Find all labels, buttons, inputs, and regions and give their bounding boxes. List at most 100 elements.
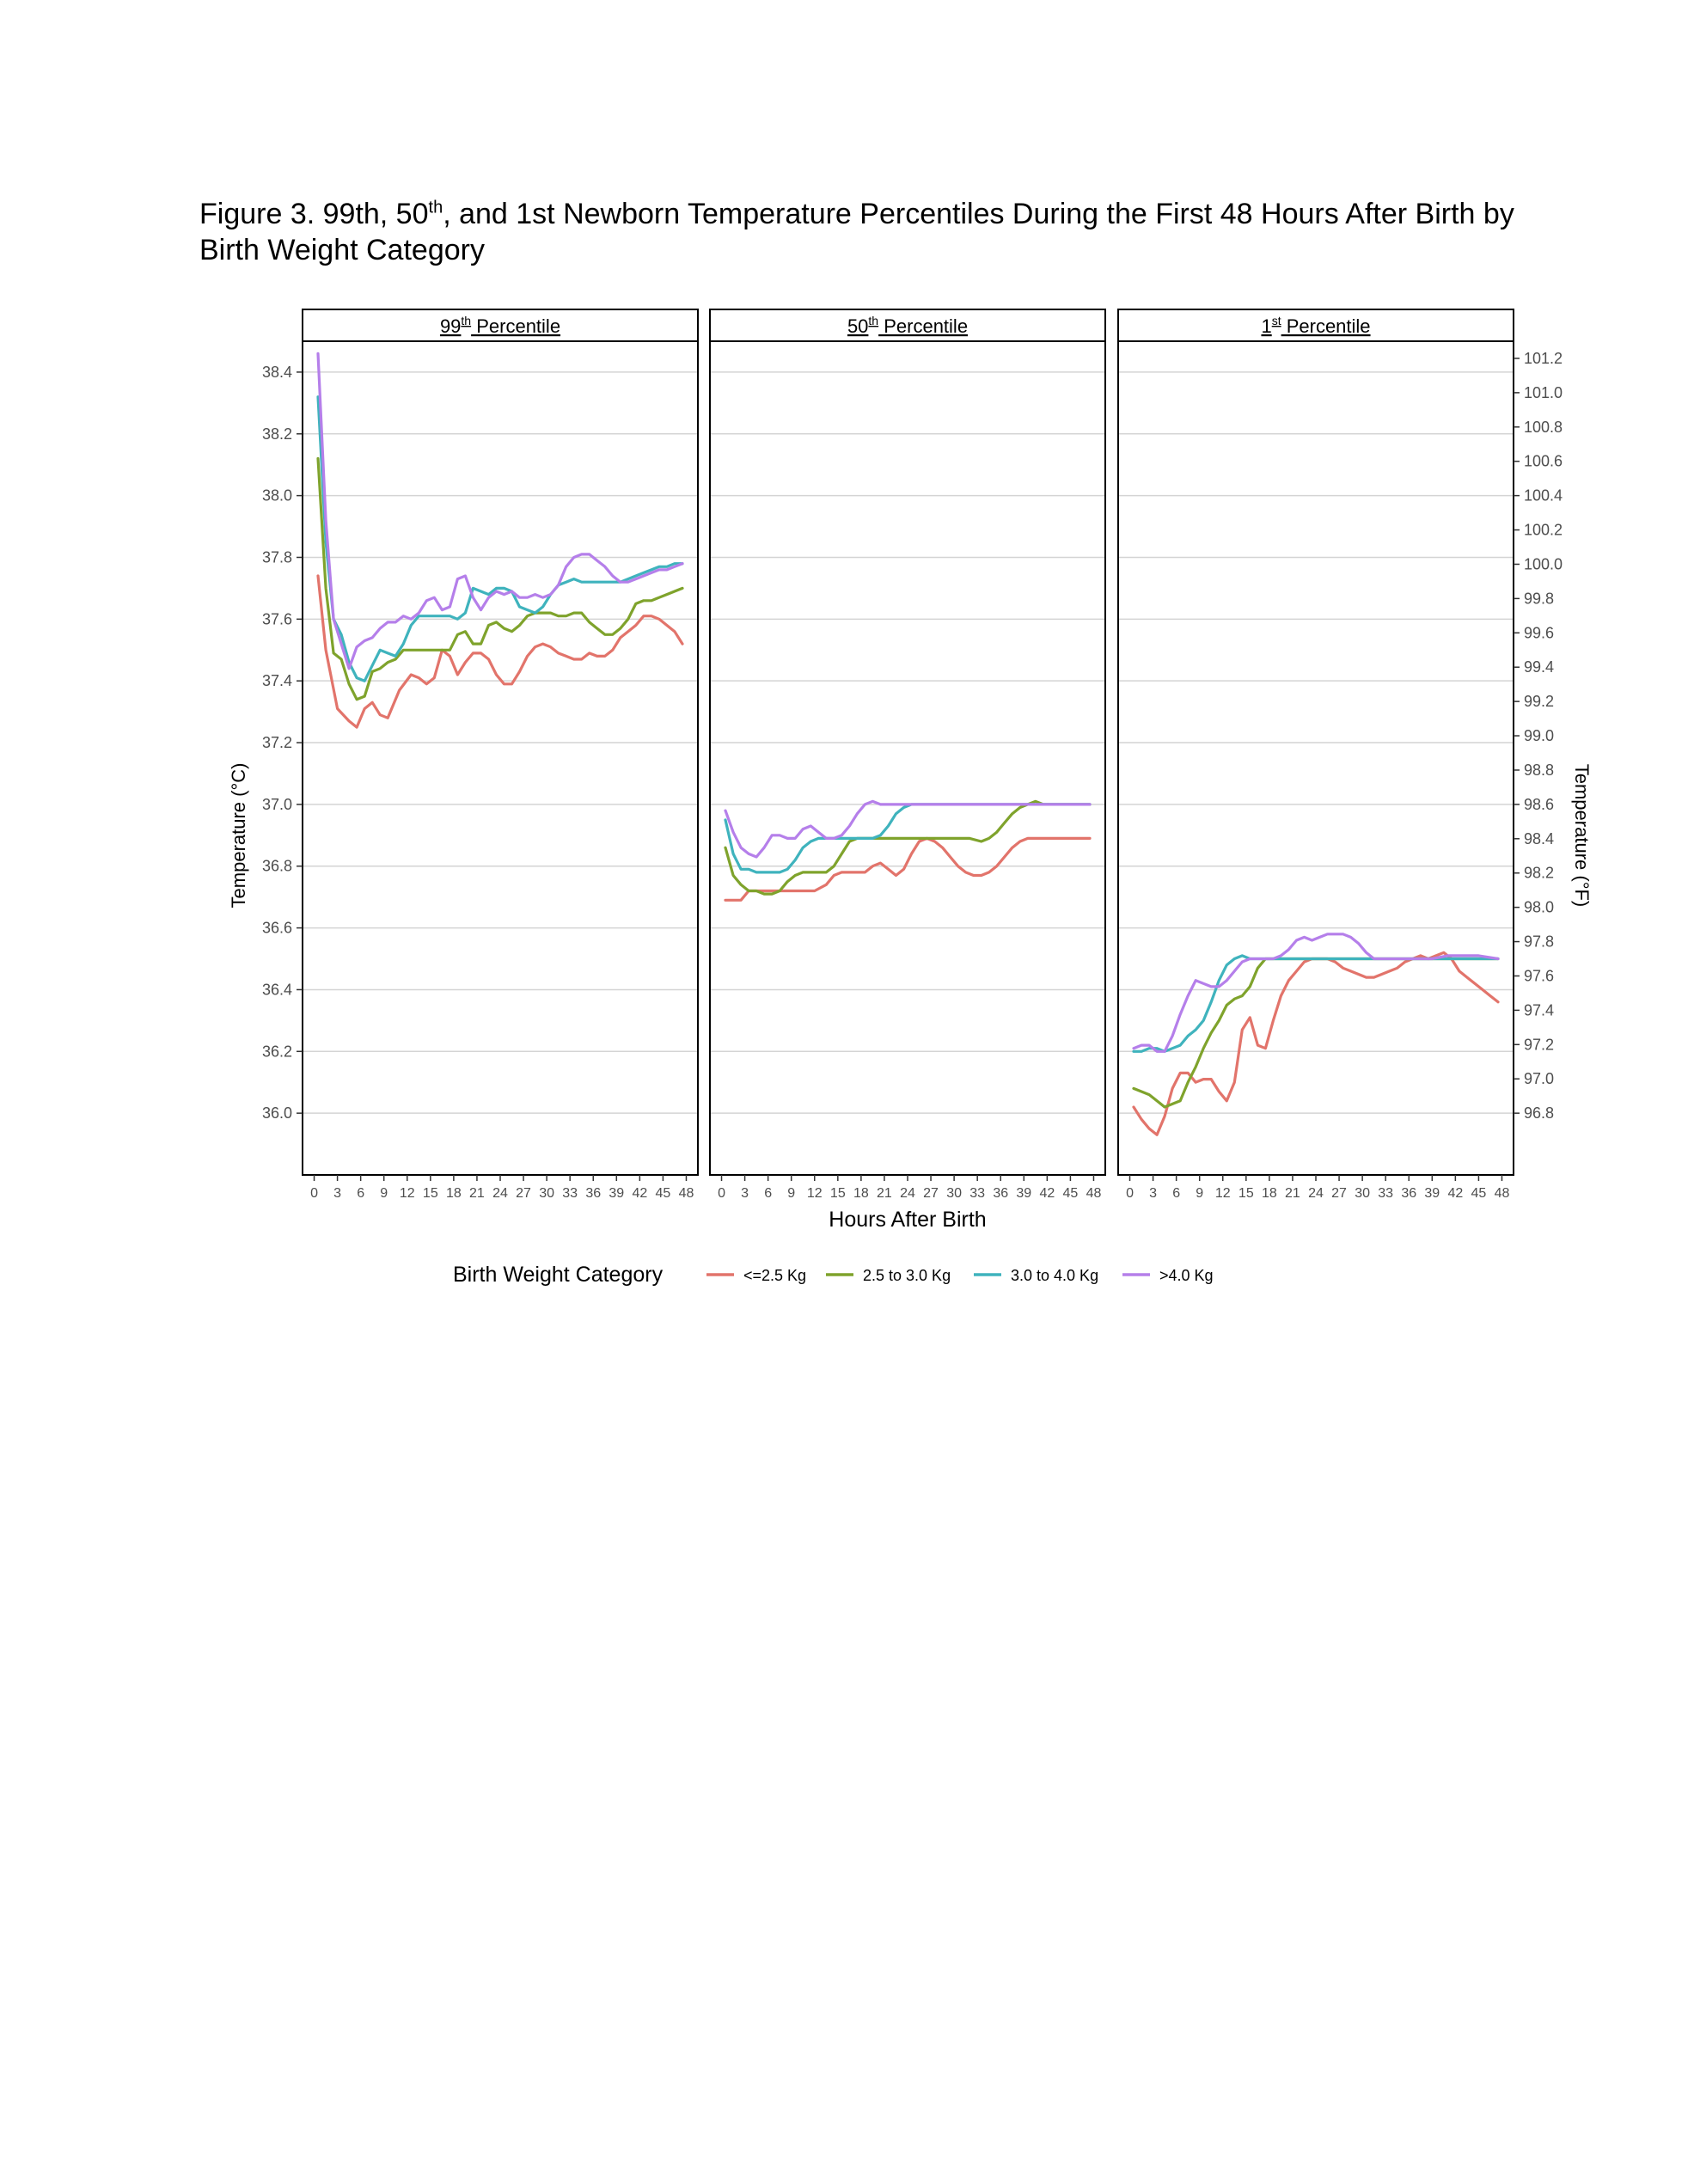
x-tick-label: 45 (1063, 1186, 1079, 1201)
x-tick-label: 45 (1471, 1186, 1487, 1201)
series-line (316, 574, 684, 729)
y-axis-title-right: Temperature (°F) (1571, 764, 1593, 908)
panel-strip (1117, 309, 1514, 342)
y-tick-label-f: 98.4 (1524, 830, 1554, 847)
caption-text: Figure 3. 99th, 50 (199, 198, 429, 230)
x-tick-label: 6 (1172, 1186, 1180, 1201)
x-tick-label: 36 (1401, 1186, 1416, 1201)
legend-label: 2.5 to 3.0 Kg (863, 1267, 951, 1284)
x-tick-label: 21 (877, 1186, 892, 1201)
y-tick-label-f: 98.8 (1524, 762, 1554, 779)
x-tick-label: 39 (1016, 1186, 1031, 1201)
x-tick-label: 15 (423, 1186, 438, 1201)
x-tick-label: 42 (632, 1186, 647, 1201)
x-tick-label: 36 (993, 1186, 1008, 1201)
y-tick-label-f: 100.6 (1524, 453, 1563, 470)
x-tick-label: 18 (1262, 1186, 1277, 1201)
y-tick-label-f: 97.2 (1524, 1036, 1554, 1053)
x-tick-label: 6 (764, 1186, 772, 1201)
x-tick-label: 12 (400, 1186, 415, 1201)
x-tick-label: 18 (446, 1186, 462, 1201)
x-tick-label: 24 (1308, 1186, 1324, 1201)
x-tick-label: 15 (830, 1186, 846, 1201)
x-tick-label: 42 (1039, 1186, 1055, 1201)
x-tick-label: 21 (1285, 1186, 1300, 1201)
series-line (1132, 951, 1500, 1136)
y-tick-label-c: 36.0 (262, 1104, 292, 1122)
x-tick-label: 3 (1149, 1186, 1157, 1201)
y-tick-label-f: 97.8 (1524, 933, 1554, 951)
y-tick-label-c: 38.0 (262, 487, 292, 505)
y-tick-label-f: 101.0 (1524, 384, 1563, 401)
panel-border (302, 340, 699, 1176)
series-line (724, 836, 1092, 902)
x-tick-label: 12 (1215, 1186, 1231, 1201)
x-tick-label: 21 (469, 1186, 485, 1201)
y-tick-label-c: 37.6 (262, 610, 292, 627)
y-tick-label-c: 36.4 (262, 981, 292, 998)
x-tick-label: 15 (1238, 1186, 1254, 1201)
x-tick-label: 9 (787, 1186, 795, 1201)
strip-label: 50th Percentile (847, 314, 968, 337)
y-tick-label-c: 38.4 (262, 364, 292, 381)
x-tick-label: 48 (679, 1186, 694, 1201)
y-tick-label-f: 100.0 (1524, 555, 1563, 572)
x-tick-label: 27 (923, 1186, 939, 1201)
x-tick-label: 45 (656, 1186, 671, 1201)
caption-superscript: th (428, 198, 443, 217)
y-tick-label-c: 37.0 (262, 796, 292, 813)
y-tick-label-f: 98.6 (1524, 796, 1554, 813)
series-line (724, 799, 1092, 896)
strip-label: 99th Percentile (440, 314, 560, 337)
caption-text: , and 1st Newborn Temperature Percentile… (199, 198, 1514, 266)
figure-caption: Figure 3. 99th, 50th, and 1st Newborn Te… (199, 196, 1540, 268)
series-line (316, 352, 684, 670)
y-tick-label-f: 97.6 (1524, 967, 1554, 984)
y-tick-label-f: 99.2 (1524, 693, 1554, 710)
y-tick-label-c: 36.8 (262, 858, 292, 875)
y-tick-label-f: 98.0 (1524, 899, 1554, 916)
x-tick-label: 39 (1424, 1186, 1440, 1201)
x-tick-label: 36 (585, 1186, 601, 1201)
y-tick-label-f: 100.2 (1524, 522, 1563, 539)
x-tick-label: 33 (562, 1186, 578, 1201)
x-tick-label: 30 (1355, 1186, 1370, 1201)
y-tick-label-f: 97.0 (1524, 1070, 1554, 1087)
x-tick-label: 27 (1331, 1186, 1347, 1201)
x-tick-label: 33 (1378, 1186, 1393, 1201)
x-tick-label: 9 (1196, 1186, 1203, 1201)
y-tick-label-f: 99.0 (1524, 727, 1554, 744)
x-tick-label: 30 (539, 1186, 554, 1201)
legend-label: >4.0 Kg (1159, 1267, 1214, 1284)
x-tick-label: 3 (741, 1186, 749, 1201)
x-tick-label: 33 (969, 1186, 985, 1201)
panel-strip (302, 309, 699, 342)
legend-label: 3.0 to 4.0 Kg (1011, 1267, 1098, 1284)
y-tick-label-c: 36.6 (262, 920, 292, 937)
x-tick-label: 39 (609, 1186, 624, 1201)
legend-title: Birth Weight Category (453, 1263, 664, 1287)
y-tick-label-c: 37.4 (262, 672, 292, 689)
y-tick-label-f: 99.6 (1524, 624, 1554, 641)
x-tick-label: 48 (1495, 1186, 1510, 1201)
x-axis-title: Hours After Birth (829, 1208, 986, 1232)
series-line (1132, 954, 1500, 1053)
x-tick-label: 3 (333, 1186, 341, 1201)
y-tick-label-f: 99.8 (1524, 590, 1554, 607)
y-tick-label-c: 38.2 (262, 425, 292, 443)
x-tick-label: 6 (357, 1186, 364, 1201)
y-tick-label-f: 97.4 (1524, 1001, 1554, 1019)
y-tick-label-f: 99.4 (1524, 658, 1554, 676)
series-line (316, 456, 684, 701)
y-tick-label-f: 100.4 (1524, 487, 1563, 505)
x-tick-label: 30 (946, 1186, 962, 1201)
x-tick-label: 42 (1447, 1186, 1463, 1201)
x-tick-label: 12 (807, 1186, 823, 1201)
x-tick-label: 0 (310, 1186, 318, 1201)
y-tick-label-c: 37.2 (262, 734, 292, 751)
y-tick-label-f: 96.8 (1524, 1104, 1554, 1122)
x-tick-label: 0 (718, 1186, 725, 1201)
series-line (1132, 957, 1500, 1109)
y-axis-title-left: Temperature (°C) (228, 763, 249, 908)
